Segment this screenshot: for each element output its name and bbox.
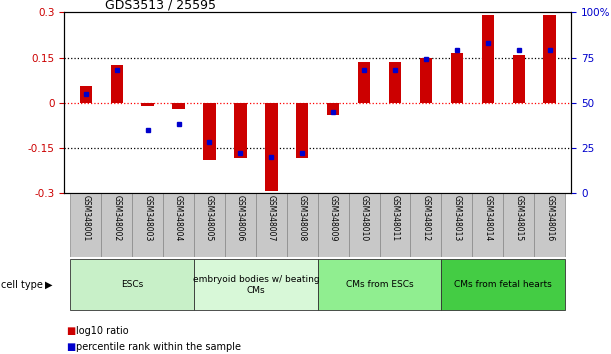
- Bar: [441, 259, 565, 310]
- Bar: [318, 193, 349, 257]
- Bar: [132, 193, 163, 257]
- Text: GDS3513 / 25595: GDS3513 / 25595: [104, 0, 216, 11]
- Text: GSM348015: GSM348015: [514, 195, 523, 241]
- Text: ▶: ▶: [45, 280, 52, 290]
- Bar: [287, 193, 318, 257]
- Bar: [481, 15, 494, 103]
- Bar: [411, 193, 441, 257]
- Text: GSM348004: GSM348004: [174, 195, 183, 241]
- Bar: [203, 103, 216, 160]
- Bar: [142, 103, 154, 105]
- Bar: [451, 53, 463, 103]
- Bar: [513, 55, 525, 103]
- Text: ESCs: ESCs: [121, 280, 144, 290]
- Text: GSM348016: GSM348016: [545, 195, 554, 241]
- Text: log10 ratio: log10 ratio: [76, 326, 129, 336]
- Text: GSM348006: GSM348006: [236, 195, 245, 241]
- Bar: [265, 103, 277, 192]
- Text: cell type: cell type: [1, 280, 43, 290]
- Bar: [503, 193, 534, 257]
- Text: GSM348008: GSM348008: [298, 195, 307, 241]
- Bar: [111, 65, 123, 103]
- Bar: [318, 259, 441, 310]
- Bar: [163, 193, 194, 257]
- Bar: [441, 193, 472, 257]
- Bar: [194, 193, 225, 257]
- Bar: [379, 193, 411, 257]
- Text: GSM348013: GSM348013: [452, 195, 461, 241]
- Text: GSM348014: GSM348014: [483, 195, 492, 241]
- Bar: [234, 103, 247, 158]
- Bar: [172, 103, 185, 109]
- Bar: [534, 193, 565, 257]
- Text: GSM348011: GSM348011: [390, 195, 400, 241]
- Bar: [420, 57, 432, 103]
- Bar: [70, 193, 101, 257]
- Text: GSM348012: GSM348012: [422, 195, 430, 241]
- Text: CMs from fetal hearts: CMs from fetal hearts: [455, 280, 552, 290]
- Bar: [389, 62, 401, 103]
- Bar: [194, 259, 318, 310]
- Text: percentile rank within the sample: percentile rank within the sample: [76, 342, 241, 352]
- Text: GSM348005: GSM348005: [205, 195, 214, 241]
- Bar: [79, 86, 92, 103]
- Text: embryoid bodies w/ beating
CMs: embryoid bodies w/ beating CMs: [192, 275, 319, 295]
- Bar: [70, 259, 194, 310]
- Text: GSM348009: GSM348009: [329, 195, 338, 241]
- Bar: [472, 193, 503, 257]
- Text: GSM348003: GSM348003: [143, 195, 152, 241]
- Text: ■: ■: [66, 326, 75, 336]
- Text: ■: ■: [66, 342, 75, 352]
- Text: GSM348007: GSM348007: [267, 195, 276, 241]
- Bar: [256, 193, 287, 257]
- Bar: [327, 103, 339, 115]
- Text: GSM348010: GSM348010: [360, 195, 368, 241]
- Bar: [225, 193, 256, 257]
- Text: GSM348001: GSM348001: [81, 195, 90, 241]
- Bar: [543, 15, 556, 103]
- Text: GSM348002: GSM348002: [112, 195, 121, 241]
- Bar: [101, 193, 132, 257]
- Bar: [296, 103, 309, 158]
- Bar: [358, 62, 370, 103]
- Text: CMs from ESCs: CMs from ESCs: [346, 280, 414, 290]
- Bar: [349, 193, 379, 257]
